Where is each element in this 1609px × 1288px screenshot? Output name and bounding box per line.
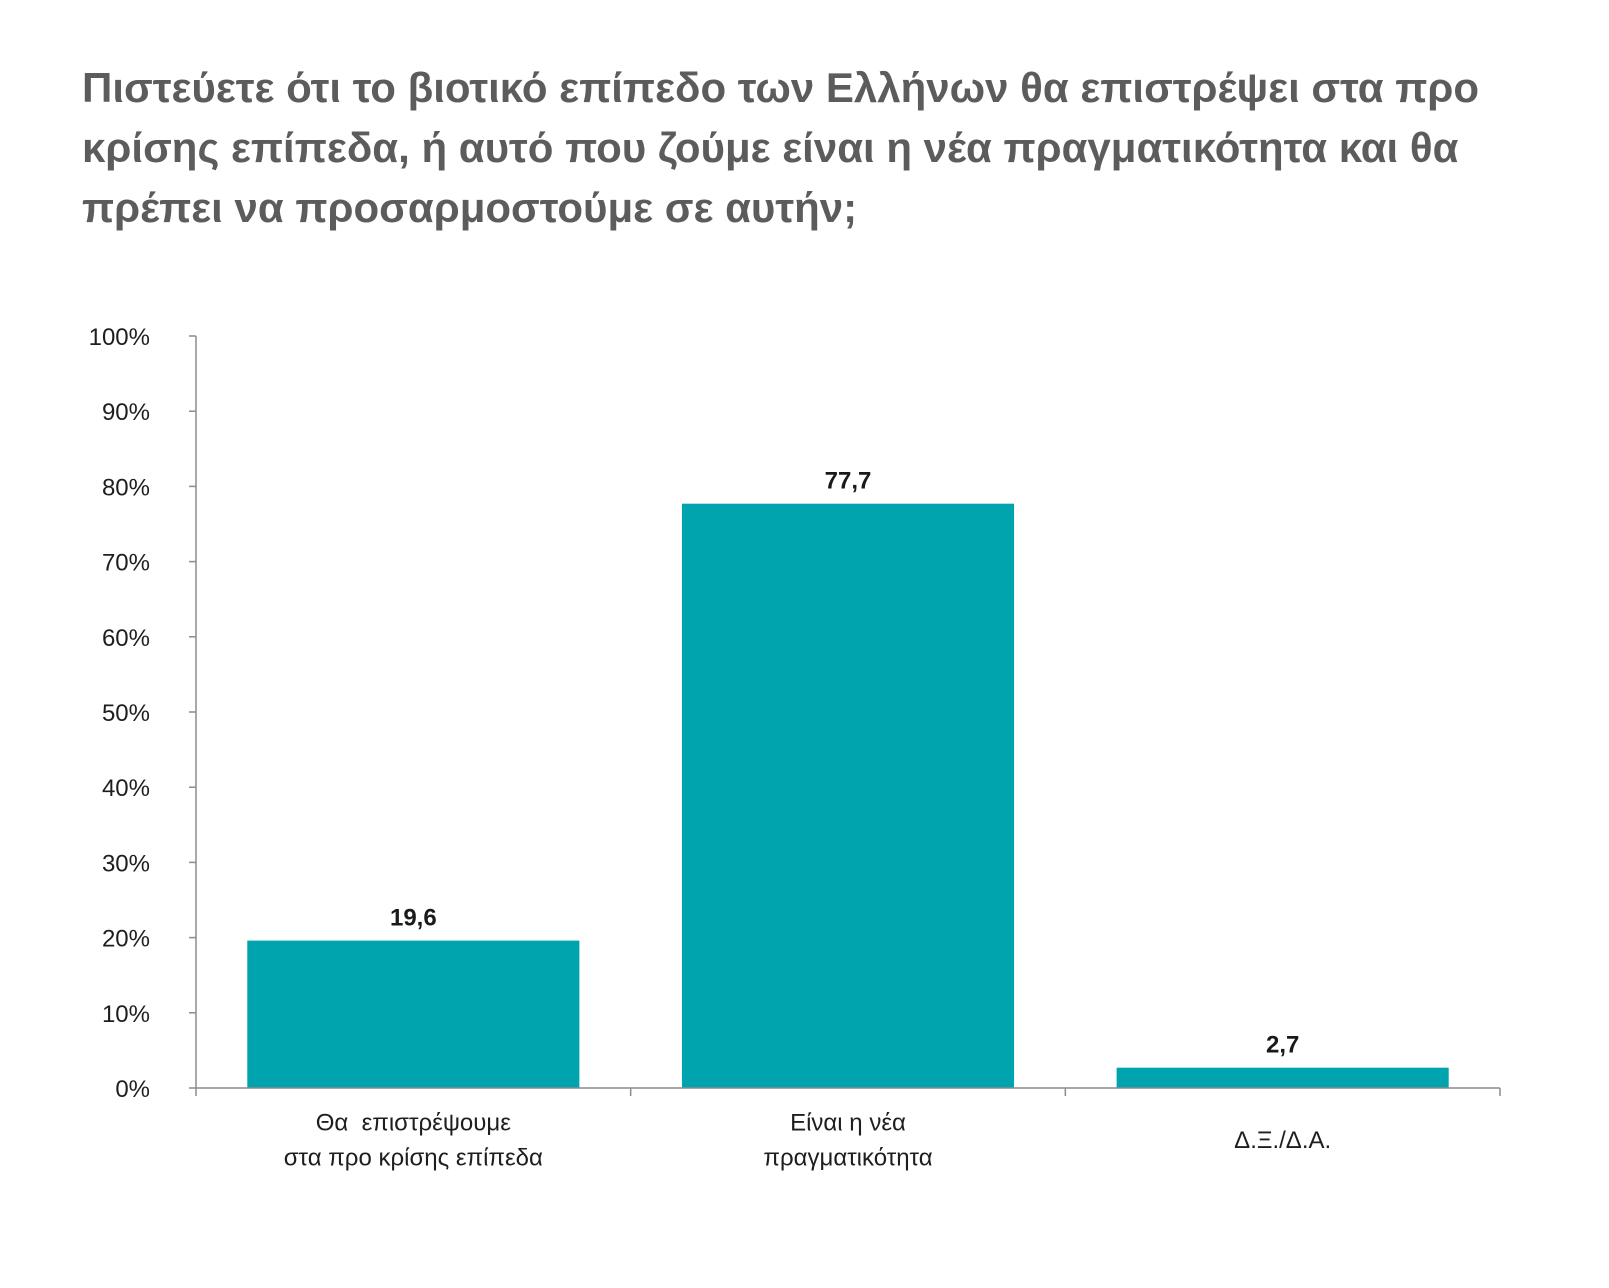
y-tick-label: 90%: [102, 399, 150, 426]
bar-value-label: 2,7: [1266, 1032, 1299, 1059]
y-tick-label: 0%: [115, 1076, 150, 1103]
bar: [1116, 1067, 1449, 1088]
x-axis: [195, 1087, 1501, 1096]
bar-value-labels: 19,6 77,7 2,7: [390, 468, 1299, 1059]
x-tick-label: Δ.Ξ./Δ.Α.: [1234, 1127, 1331, 1154]
bar: [247, 940, 580, 1088]
y-tick-label: 20%: [102, 926, 150, 953]
x-tick-label: Είναι η νέα πραγματικότητα: [763, 1110, 932, 1172]
bar: [681, 503, 1015, 1088]
x-tick-label-line: στα προ κρίσης επίπεδα: [284, 1145, 543, 1172]
bars: [247, 503, 1449, 1088]
x-category-labels: Θα επιστρέψουμε στα προ κρίσης επίπεδα Είν…: [284, 1110, 1331, 1172]
y-tick-label: 50%: [102, 700, 150, 727]
y-tick-label: 60%: [102, 625, 150, 652]
y-tick-label: 40%: [102, 775, 150, 802]
y-tick-label: 10%: [102, 1001, 150, 1028]
y-tick-label: 30%: [102, 850, 150, 877]
x-tick-label-line: Δ.Ξ./Δ.Α.: [1234, 1127, 1331, 1154]
y-tick-label: 70%: [102, 550, 150, 577]
bar-value-label: 77,7: [825, 468, 872, 495]
x-tick-label: Θα επιστρέψουμε στα προ κρίσης επίπεδα: [284, 1110, 543, 1172]
y-tick-label: 100%: [89, 324, 150, 351]
chart-title: Πιστεύετε ότι το βιοτικό επίπεδο των Ελλ…: [82, 64, 1479, 231]
y-tick-label: 80%: [102, 474, 150, 501]
x-tick-label-line: Θα επιστρέψουμε: [316, 1110, 512, 1137]
x-tick-label-line: Είναι η νέα: [790, 1110, 906, 1137]
y-axis: 0% 10% 20% 30% 40% 50% 60% 70% 80% 90% 100%: [89, 324, 197, 1103]
bar-value-label: 19,6: [390, 905, 437, 932]
x-tick-label-line: πραγματικότητα: [763, 1145, 932, 1172]
